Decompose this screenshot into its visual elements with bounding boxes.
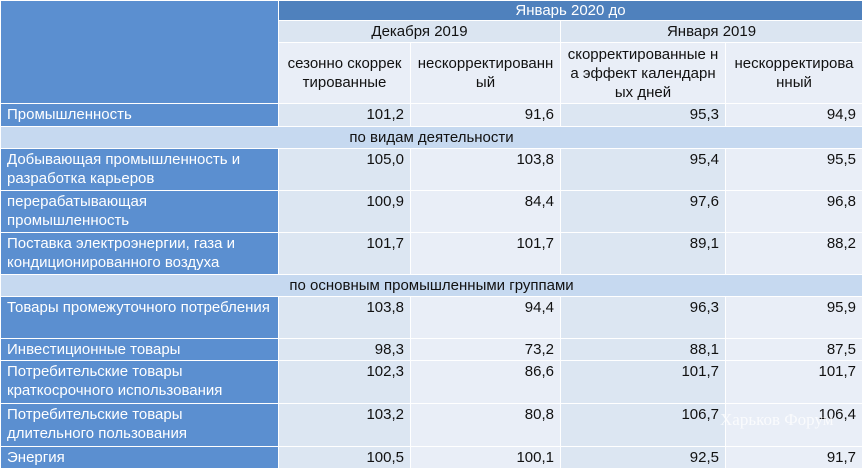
value-cell: 88,2 <box>726 233 862 275</box>
table-row: Потребительские товары краткосрочного ис… <box>1 361 862 404</box>
value-cell: 89,1 <box>561 233 726 275</box>
value-cell: 94,9 <box>726 104 862 127</box>
value-cell: 101,7 <box>561 361 726 404</box>
value-cell: 101,7 <box>411 233 561 275</box>
row-label: Потребительские товары длительного польз… <box>1 404 279 447</box>
value-cell: 100,9 <box>279 191 411 233</box>
value-cell: 87,5 <box>726 339 862 361</box>
value-cell: 96,3 <box>561 297 726 339</box>
value-cell: 101,7 <box>279 233 411 275</box>
table-row: Добывающая промышленность и разработка к… <box>1 149 862 191</box>
row-label: Промышленность <box>1 104 279 127</box>
value-cell: 88,1 <box>561 339 726 361</box>
value-cell: 103,8 <box>279 297 411 339</box>
header-subcolumn: нескорректированный <box>726 43 862 104</box>
value-cell: 100,5 <box>279 447 411 469</box>
value-cell: 84,4 <box>411 191 561 233</box>
value-cell: 100,1 <box>411 447 561 469</box>
value-cell: 101,7 <box>726 361 862 404</box>
value-cell: 102,3 <box>279 361 411 404</box>
value-cell: 92,5 <box>561 447 726 469</box>
value-cell: 91,6 <box>411 104 561 127</box>
watermark: Харьков Форум <box>720 410 834 430</box>
value-cell: 95,3 <box>561 104 726 127</box>
value-cell: 95,5 <box>726 149 862 191</box>
corner-cell <box>1 1 279 104</box>
value-cell: 103,8 <box>411 149 561 191</box>
value-cell: 80,8 <box>411 404 561 447</box>
value-cell: 94,4 <box>411 297 561 339</box>
header-subcolumn: скорректированные на эффект календарных … <box>561 43 726 104</box>
row-label: Добывающая промышленность и разработка к… <box>1 149 279 191</box>
value-cell: 96,8 <box>726 191 862 233</box>
header-subcolumn: нескорректированный <box>411 43 561 104</box>
value-cell: 106,7 <box>561 404 726 447</box>
header-group: Января 2019 <box>561 21 862 43</box>
value-cell: 95,4 <box>561 149 726 191</box>
table-row: Поставка электроэнергии, газа и кондицио… <box>1 233 862 275</box>
row-label: Поставка электроэнергии, газа и кондицио… <box>1 233 279 275</box>
value-cell: 97,6 <box>561 191 726 233</box>
value-cell: 105,0 <box>279 149 411 191</box>
header-top: Январь 2020 до <box>279 1 862 21</box>
row-label: Потребительские товары краткосрочного ис… <box>1 361 279 404</box>
row-label: Инвестиционные товары <box>1 339 279 361</box>
row-label: Энергия <box>1 447 279 469</box>
section-header: по видам деятельности <box>1 127 862 149</box>
table-row: по видам деятельности <box>1 127 862 149</box>
value-cell: 101,2 <box>279 104 411 127</box>
header-group: Декабря 2019 <box>279 21 561 43</box>
value-cell: 95,9 <box>726 297 862 339</box>
value-cell: 98,3 <box>279 339 411 361</box>
header-subcolumn: сезонно скорректированные <box>279 43 411 104</box>
value-cell: 86,6 <box>411 361 561 404</box>
row-label: перерабатывающая промышленность <box>1 191 279 233</box>
value-cell: 103,2 <box>279 404 411 447</box>
value-cell: 73,2 <box>411 339 561 361</box>
section-header: по основным промышленными группами <box>1 275 862 297</box>
table-row: по основным промышленными группами <box>1 275 862 297</box>
row-label: Товары промежуточного потребления <box>1 297 279 339</box>
value-cell: 91,7 <box>726 447 862 469</box>
